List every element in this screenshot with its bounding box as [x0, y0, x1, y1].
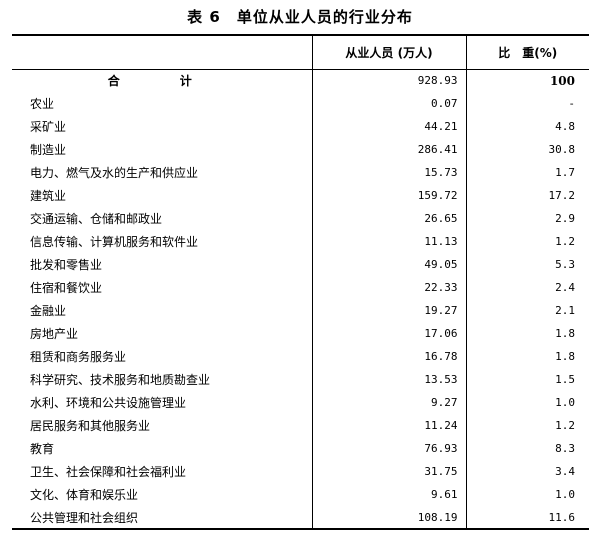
industry-cell: 房地产业 — [30, 327, 79, 341]
industry-cell: 教育 — [30, 442, 55, 456]
share-cell: - — [465, 92, 589, 115]
header-industry — [12, 34, 312, 70]
table-row: 文化、体育和娱乐业 9.61 1.0 — [12, 483, 589, 506]
industry-cell: 交通运输、仓储和邮政业 — [30, 212, 163, 226]
employment-cell: 108.19 — [311, 506, 466, 530]
employment-cell: 49.05 — [311, 253, 466, 276]
employment-cell: 15.73 — [311, 161, 466, 184]
industry-distribution-table: 从业人员 (万人) 比 重(%) 合 计 928.93 100 农业 0.07- 采… — [12, 34, 589, 530]
table-row: 制造业 286.41 30.8 — [12, 138, 589, 161]
employment-cell: 11.24 — [311, 414, 466, 437]
industry-cell: 居民服务和其他服务业 — [30, 419, 151, 433]
table-row: 教育 76.93 8.3 — [12, 437, 589, 460]
share-cell: 4.8 — [465, 115, 589, 138]
header-employment: 从业人员 (万人) — [311, 34, 466, 70]
header-row: 从业人员 (万人) 比 重(%) — [12, 34, 589, 70]
industry-cell: 农业 — [30, 97, 55, 111]
industry-cell: 文化、体育和娱乐业 — [30, 488, 139, 502]
share-cell: 1.7 — [465, 161, 589, 184]
table-row: 农业 0.07- — [12, 92, 589, 115]
share-cell: 1.5 — [465, 368, 589, 391]
industry-cell: 金融业 — [30, 304, 67, 318]
employment-cell: 31.75 — [311, 460, 466, 483]
industry-cell: 科学研究、技术服务和地质勘查业 — [30, 373, 211, 387]
industry-cell: 电力、燃气及水的生产和供应业 — [30, 166, 199, 180]
table-row: 房地产业 17.06 1.8 — [12, 322, 589, 345]
employment-cell: 9.61 — [311, 483, 466, 506]
industry-cell: 采矿业 — [30, 120, 67, 134]
share-cell: 5.3 — [465, 253, 589, 276]
employment-cell: 22.33 — [311, 276, 466, 299]
share-cell: 1.8 — [465, 322, 589, 345]
share-cell: 1.8 — [465, 345, 589, 368]
industry-cell: 水利、环境和公共设施管理业 — [30, 396, 187, 410]
industry-cell: 公共管理和社会组织 — [12, 506, 312, 530]
share-cell: 2.4 — [465, 276, 589, 299]
share-cell: 17.2 — [465, 184, 589, 207]
share-cell: 1.2 — [465, 230, 589, 253]
industry-cell: 建筑业 — [30, 189, 67, 203]
total-label: 合 计 — [107, 74, 216, 89]
table-row: 电力、燃气及水的生产和供应业 15.73 1.7 — [12, 161, 589, 184]
employment-cell: 26.65 — [311, 207, 466, 230]
share-cell: 11.6 — [465, 506, 589, 530]
employment-cell: 76.93 — [311, 437, 466, 460]
employment-cell: 16.78 — [311, 345, 466, 368]
table-row: 信息传输、计算机服务和软件业 11.13 1.2 — [12, 230, 589, 253]
table-row: 住宿和餐饮业 22.33 2.4 — [12, 276, 589, 299]
table-row: 公共管理和社会组织 108.19 11.6 — [12, 506, 589, 530]
share-cell: 1.0 — [465, 483, 589, 506]
industry-cell: 租赁和商务服务业 — [30, 350, 127, 364]
employment-cell: 44.21 — [311, 115, 466, 138]
share-cell: 2.1 — [465, 299, 589, 322]
table-title: 表 6 单位从业人员的行业分布 — [187, 8, 413, 26]
table-row: 租赁和商务服务业 16.78 1.8 — [12, 345, 589, 368]
total-share: 100 — [465, 69, 589, 92]
total-row: 合 计 928.93 100 — [12, 69, 589, 92]
table-row: 采矿业 44.21 4.8 — [12, 115, 589, 138]
industry-cell: 批发和零售业 — [30, 258, 103, 272]
share-cell: 1.2 — [465, 414, 589, 437]
table-row: 批发和零售业 49.05 5.3 — [12, 253, 589, 276]
employment-cell: 0.07 — [311, 92, 466, 115]
table-row: 卫生、社会保障和社会福利业 31.75 3.4 — [12, 460, 589, 483]
industry-cell: 制造业 — [30, 143, 67, 157]
share-cell: 3.4 — [465, 460, 589, 483]
header-share: 比 重(%) — [465, 34, 589, 70]
employment-cell: 11.13 — [311, 230, 466, 253]
industry-cell: 信息传输、计算机服务和软件业 — [30, 235, 199, 249]
share-cell: 2.9 — [465, 207, 589, 230]
table-row: 金融业 19.27 2.1 — [12, 299, 589, 322]
employment-cell: 19.27 — [311, 299, 466, 322]
employment-cell: 13.53 — [311, 368, 466, 391]
total-employment: 928.93 — [311, 69, 466, 92]
table-row: 科学研究、技术服务和地质勘查业 13.53 1.5 — [12, 368, 589, 391]
employment-cell: 9.27 — [311, 391, 466, 414]
table-row: 交通运输、仓储和邮政业 26.65 2.9 — [12, 207, 589, 230]
table-row: 建筑业 159.72 17.2 — [12, 184, 589, 207]
employment-cell: 159.72 — [311, 184, 466, 207]
industry-cell: 住宿和餐饮业 — [30, 281, 103, 295]
employment-cell: 17.06 — [311, 322, 466, 345]
share-cell: 8.3 — [465, 437, 589, 460]
share-cell: 30.8 — [465, 138, 589, 161]
table-row: 水利、环境和公共设施管理业 9.27 1.0 — [12, 391, 589, 414]
employment-cell: 286.41 — [311, 138, 466, 161]
industry-cell: 卫生、社会保障和社会福利业 — [30, 465, 187, 479]
table-row: 居民服务和其他服务业 11.24 1.2 — [12, 414, 589, 437]
share-cell: 1.0 — [465, 391, 589, 414]
